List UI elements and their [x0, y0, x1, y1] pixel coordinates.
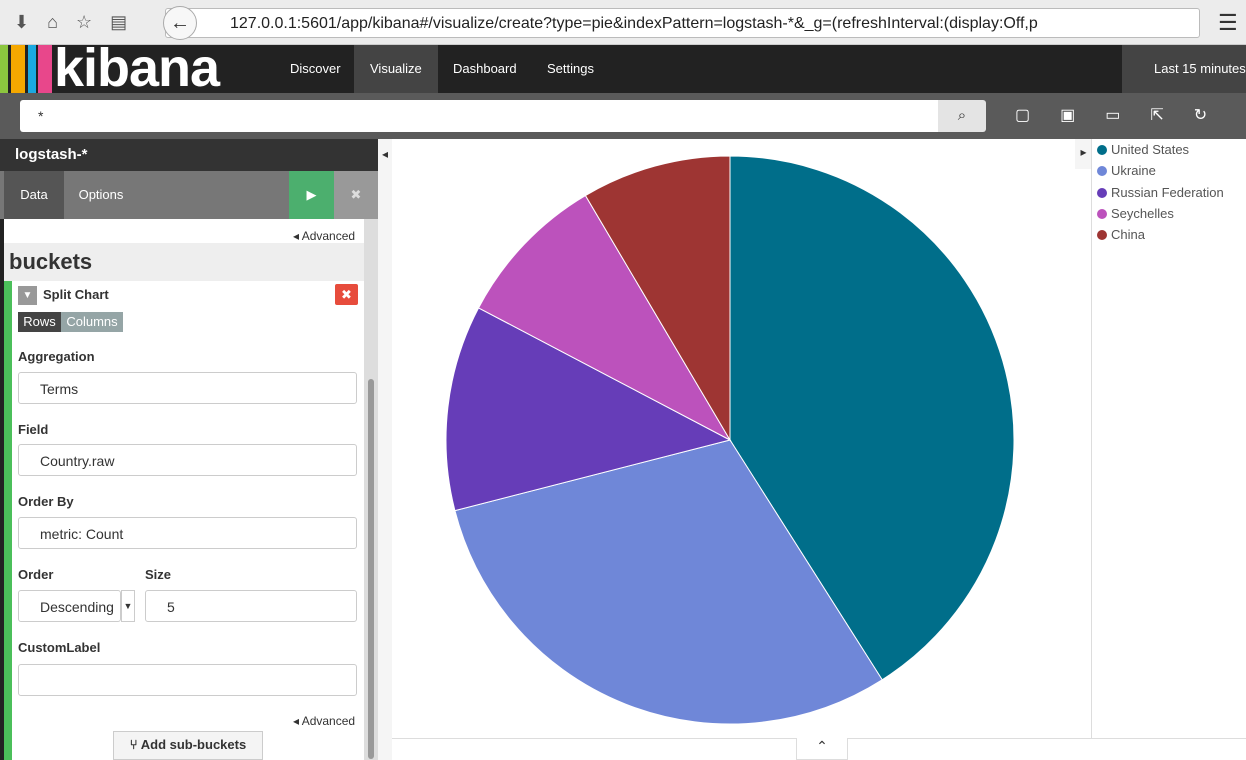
edge — [0, 219, 4, 760]
select[interactable]: metric: Count — [18, 517, 357, 549]
text-input[interactable] — [18, 664, 357, 696]
add-button[interactable]: ⑂ Add sub-buckets — [113, 731, 263, 760]
toggle[interactable]: Rows — [18, 312, 61, 332]
select[interactable]: Terms — [18, 372, 357, 404]
remove[interactable]: ✖ — [335, 284, 358, 305]
legend-swatch[interactable] — [1097, 230, 1107, 241]
logo-bars — [0, 45, 52, 93]
nav-item[interactable]: Visualize — [354, 45, 438, 93]
browser-buttons[interactable]: ⬇⌂☆▤ — [14, 12, 146, 32]
toolbar-icons[interactable]: ▢▣▭⇱↻ — [1015, 107, 1238, 124]
legend-swatch[interactable] — [1097, 145, 1107, 155]
pie-slice[interactable] — [445, 307, 732, 512]
menu-button[interactable]: ☰ — [1218, 10, 1238, 35]
address-bar[interactable]: 127.0.0.1:5601/app/kibana#/visualize/cre… — [165, 8, 1200, 38]
collapse-sidebar[interactable]: ◂ — [378, 139, 392, 760]
apply-button[interactable]: ▶ — [289, 171, 334, 219]
browser-toolbar: ⬇⌂☆▤ 127.0.0.1:5601/app/kibana#/visualiz… — [0, 0, 1246, 45]
pie-slice[interactable] — [477, 194, 732, 442]
advanced-text[interactable]: Advanced — [301, 229, 356, 243]
pie-slice[interactable] — [454, 439, 883, 725]
tab[interactable]: Data — [4, 171, 64, 219]
section-title: buckets — [4, 243, 364, 281]
sidebar: logstash-* Data Options ▶ ✖ ◂ Advanced b… — [0, 139, 378, 760]
legend-label[interactable]: Ukraine — [1111, 163, 1156, 179]
collapse[interactable]: ▼ — [18, 286, 37, 305]
advanced-link[interactable]: ◂ Advanced — [293, 714, 356, 728]
label: CustomLabel — [18, 640, 101, 655]
legend-border — [1091, 139, 1092, 738]
label: Field — [18, 422, 49, 437]
legend-swatch[interactable] — [1097, 208, 1107, 219]
advanced-text[interactable]: Advanced — [301, 714, 356, 728]
nav-item[interactable]: Discover — [290, 61, 341, 76]
pie-chart — [445, 155, 1015, 725]
legend-label[interactable]: Seychelles — [1111, 205, 1174, 221]
bucket-bar — [4, 281, 12, 760]
nav-item[interactable]: Settings — [547, 61, 594, 76]
add-text[interactable]: Add sub-buckets — [140, 737, 247, 752]
legend-swatch[interactable] — [1097, 166, 1107, 177]
legend-toggle[interactable]: ▸ — [1075, 139, 1092, 169]
select-arrow[interactable]: ▼ — [121, 590, 135, 622]
scrollbar[interactable] — [364, 219, 378, 760]
pie-slice[interactable] — [584, 155, 731, 442]
select[interactable]: Country.raw — [18, 444, 357, 476]
label: Order By — [18, 494, 74, 509]
legend-label[interactable]: Russian Federation — [1111, 184, 1224, 200]
label: Order — [18, 567, 54, 582]
back-button[interactable]: ← — [163, 6, 197, 40]
advanced-link[interactable]: ◂ Advanced — [293, 229, 356, 243]
discard-button[interactable]: ✖ — [334, 171, 378, 219]
tab[interactable]: Options — [78, 187, 124, 202]
select[interactable]: Descending — [18, 590, 121, 622]
kibana-nav: kibana Discover Visualize Dashboard Sett… — [0, 38, 1246, 98]
toggle[interactable]: Columns — [61, 312, 123, 332]
bucket-title: Split Chart — [43, 287, 109, 302]
legend-label[interactable]: United States — [1111, 142, 1190, 157]
search-button[interactable]: ⌕ — [938, 100, 986, 132]
legend-label[interactable]: China — [1111, 227, 1145, 243]
label: Size — [145, 567, 172, 582]
legend-swatch[interactable] — [1097, 187, 1107, 198]
spy-toggle[interactable]: ⌃ — [796, 738, 848, 760]
time-picker[interactable]: Last 15 minutes — [1122, 45, 1246, 93]
number-input[interactable]: 5 — [145, 590, 357, 622]
label: Aggregation — [18, 349, 95, 364]
brand: kibana — [54, 38, 220, 98]
nav-item[interactable]: Dashboard — [453, 61, 517, 76]
index-name: logstash-* — [0, 139, 378, 171]
search-bar: * ⌕ ▢▣▭⇱↻ — [0, 93, 1246, 139]
query-input[interactable]: * — [20, 100, 938, 132]
pie-slice[interactable] — [729, 155, 1015, 681]
